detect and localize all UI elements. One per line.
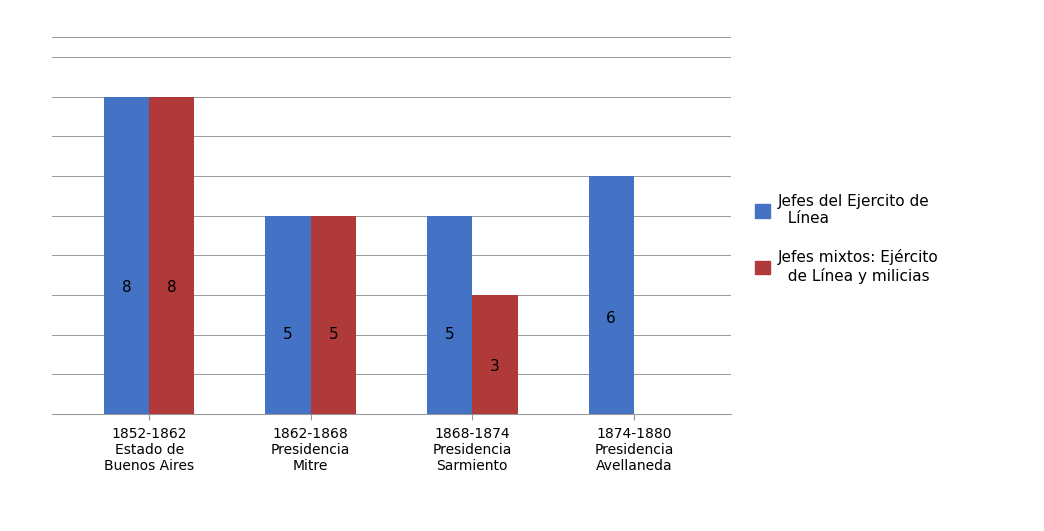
Bar bbox=[265, 216, 311, 414]
Text: 5: 5 bbox=[329, 327, 338, 342]
Legend: Jefes del Ejercito de
  Línea, Jefes mixtos: Ejército
  de Línea y milicias: Jefes del Ejercito de Línea, Jefes mixto… bbox=[749, 188, 945, 290]
Text: 5: 5 bbox=[445, 327, 454, 342]
Text: 6: 6 bbox=[607, 312, 616, 327]
Text: 8: 8 bbox=[167, 280, 176, 295]
Text: 3: 3 bbox=[490, 359, 500, 374]
Bar bbox=[149, 97, 194, 414]
Text: 8: 8 bbox=[122, 280, 132, 295]
Bar bbox=[311, 216, 356, 414]
Bar bbox=[427, 216, 472, 414]
Bar bbox=[104, 97, 149, 414]
Bar bbox=[589, 176, 634, 414]
Text: 5: 5 bbox=[283, 327, 293, 342]
Bar bbox=[472, 295, 518, 414]
